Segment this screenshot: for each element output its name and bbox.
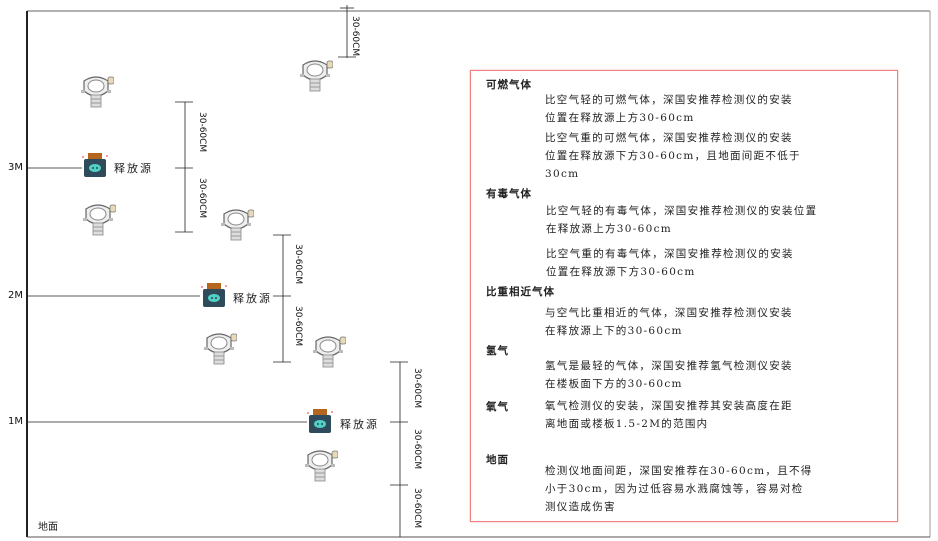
info-panel	[470, 70, 898, 522]
dim-label: 30-60CM	[350, 16, 360, 57]
release-source-label: 释放源	[114, 162, 153, 175]
heading-flammable: 可燃气体	[486, 79, 532, 91]
dim-label: 30-60CM	[293, 244, 303, 285]
dim-label: 30-60CM	[197, 112, 207, 153]
level-2m-label: 2M	[8, 290, 23, 301]
dim-label: 30-60CM	[412, 429, 422, 470]
heading-hydrogen: 氢气	[486, 345, 509, 357]
heading-oxygen: 氧气	[486, 401, 509, 413]
text-flammable-light: 比空气轻的可燃气体，深国安推荐检测仪的安装 位置在释放源上方30-60cm	[545, 94, 793, 124]
heading-toxic: 有毒气体	[486, 188, 532, 200]
release-source-icon	[82, 152, 108, 178]
text-oxygen: 氧气检测仪的安装，深国安推荐其安装高度在距 离地面或楼板1.5-2M的范围内	[545, 400, 793, 430]
dim-label: 30-60CM	[293, 306, 303, 347]
gas-detector-icon	[297, 57, 334, 93]
text-similar: 与空气比重相近的气体，深国安推荐检测仪安装 在释放源上下的30-60cm	[545, 307, 793, 337]
text-ground: 检测仪地面间距，深国安推荐在30-60cm，且不得 小于30cm，因为过低容易水溅…	[545, 465, 813, 513]
dim-label: 30-60CM	[197, 178, 207, 219]
release-source-icon	[307, 408, 333, 434]
text-flammable-heavy: 比空气重的可燃气体，深国安推荐检测仪的安装 位置在释放源下方30-60cm，且地面…	[545, 132, 801, 180]
release-source-label: 释放源	[233, 292, 272, 305]
release-source-label: 释放源	[340, 418, 379, 431]
release-source-icon	[201, 282, 227, 308]
gas-detector-icon	[218, 206, 255, 242]
heading-similar: 比重相近气体	[486, 286, 555, 298]
gas-detector-icon	[310, 333, 347, 369]
text-hydrogen: 氢气是最轻的气体，深国安推荐氢气检测仪安装 在楼板面下方的30-60cm	[545, 360, 793, 390]
text-toxic-heavy: 比空气重的有毒气体，深国安推荐检测仪的安装 位置在释放源下方30-60cm	[546, 248, 794, 278]
gas-detector-icon	[302, 447, 339, 483]
gas-detector-icon	[78, 73, 115, 109]
gas-detector-icon	[201, 330, 238, 366]
level-3m-label: 3M	[8, 162, 23, 173]
gas-detector-icon	[80, 201, 117, 237]
dim-label: 30-60CM	[412, 488, 422, 529]
dim-label: 30-60CM	[412, 368, 422, 409]
heading-ground: 地面	[486, 454, 509, 466]
level-1m-label: 1M	[8, 416, 23, 427]
text-toxic-light: 比空气轻的有毒气体，深国安推荐检测仪的安装位置 在释放源上方30-60cm	[546, 205, 818, 235]
ground-label: 地面	[38, 522, 58, 533]
